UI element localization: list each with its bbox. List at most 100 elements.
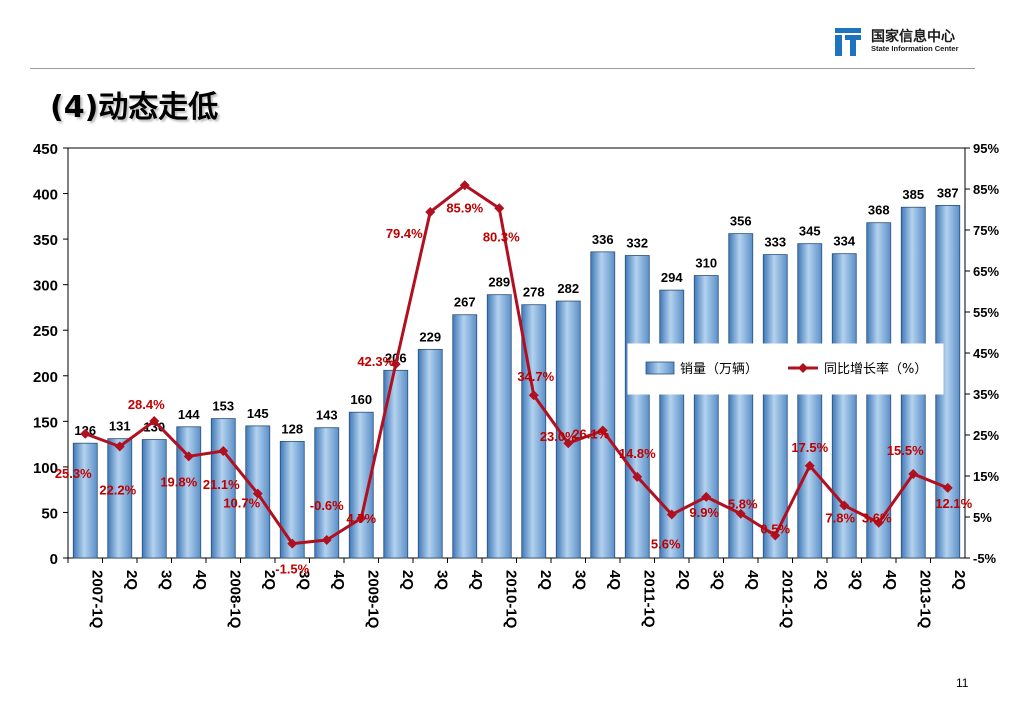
x-axis-tick-label: 3Q: [847, 570, 864, 590]
growth-rate-label: 23.0%: [540, 429, 577, 444]
x-axis-tick-label: 2013-1Q: [916, 570, 933, 629]
bar: [279, 440, 305, 559]
x-axis-tick-label: 4Q: [468, 570, 485, 590]
bar: [107, 438, 133, 559]
bar-value-label: 294: [661, 270, 683, 285]
left-axis-tick-label: 0: [50, 551, 58, 568]
growth-rate-marker: [183, 451, 194, 462]
growth-rate-label: 9.9%: [689, 505, 719, 520]
x-axis-tick-label: 2Q: [813, 570, 830, 590]
x-axis-tick-label: 2Q: [123, 570, 140, 590]
right-axis-tick-label: 75%: [973, 223, 999, 238]
growth-rate-marker: [494, 203, 505, 214]
x-axis-tick-label: 4Q: [192, 570, 209, 590]
bar-value-label: 131: [109, 419, 131, 434]
bar-value-label: 229: [419, 329, 441, 344]
bar-value-label: 368: [868, 203, 890, 218]
left-axis-tick-label: 400: [33, 187, 58, 204]
right-axis-tick-label: 25%: [973, 428, 999, 443]
x-axis-tick-label: 3Q: [571, 570, 588, 590]
left-axis-tick-label: 350: [33, 232, 58, 249]
right-axis-tick-label: -5%: [973, 551, 997, 566]
growth-rate-label: 0.5%: [760, 521, 790, 536]
bar: [417, 348, 443, 559]
growth-rate-label: 28.4%: [128, 397, 165, 412]
left-axis-tick-label: 300: [33, 278, 58, 295]
right-axis-tick-label: 15%: [973, 469, 999, 484]
x-axis-tick-label: 3Q: [295, 570, 312, 590]
growth-rate-label: 12.1%: [935, 496, 972, 511]
growth-rate-label: 25.3%: [55, 466, 92, 481]
growth-rate-marker: [218, 445, 229, 456]
left-axis-tick-label: 250: [33, 323, 58, 340]
growth-rate-marker: [528, 390, 539, 401]
growth-rate-marker: [839, 500, 850, 511]
growth-rate-marker: [321, 534, 332, 545]
x-axis-tick-label: 2Q: [537, 570, 554, 590]
bar-value-label: 128: [281, 421, 303, 436]
growth-rate-label: 85.9%: [446, 200, 483, 215]
bar-value-label: 332: [626, 236, 648, 251]
growth-rate-marker: [252, 488, 263, 499]
right-axis-tick-label: 45%: [973, 346, 999, 361]
growth-rate-label: -0.6%: [310, 498, 344, 513]
right-axis-tick-label: 5%: [973, 510, 992, 525]
logo-text-en: State Information Center: [871, 44, 959, 53]
right-axis-tick-label: 95%: [973, 141, 999, 156]
bar: [452, 314, 478, 559]
state-information-center-logo: 国家信息中心 State Information Center: [835, 26, 985, 60]
right-axis-tick-label: 85%: [973, 182, 999, 197]
x-axis-tick-label: 2Q: [951, 570, 968, 590]
x-axis-tick-label: 3Q: [709, 570, 726, 590]
growth-rate-marker: [356, 513, 367, 524]
growth-rate-label: 15.5%: [887, 443, 924, 458]
bar-value-label: 356: [730, 214, 752, 229]
bar-value-label: 334: [833, 234, 855, 249]
growth-rate-line: [84, 183, 949, 546]
slide-title: (4)动态走低: [50, 90, 219, 125]
x-axis-tick-label: 4Q: [744, 570, 761, 590]
bar: [486, 294, 512, 559]
right-axis-tick-label: 35%: [973, 387, 999, 402]
x-axis-tick-label: 4Q: [606, 570, 623, 590]
growth-rate-label: 17.5%: [791, 440, 828, 455]
growth-rate-label: 19.8%: [160, 474, 197, 489]
left-axis-tick-label: 50: [41, 505, 58, 522]
legend-line-marker: [798, 363, 808, 373]
bar: [693, 275, 719, 559]
bar-value-label: 144: [178, 407, 200, 422]
x-axis-tick-label: 2Q: [399, 570, 416, 590]
left-axis-tick-label: 100: [33, 460, 58, 477]
bar-value-label: 387: [937, 185, 959, 200]
sic-logo-icon: [835, 28, 861, 56]
left-axis-tick-label: 150: [33, 414, 58, 431]
x-axis-tick-label: 2010-1Q: [502, 570, 519, 629]
growth-rate-label: 34.7%: [517, 369, 554, 384]
right-axis-tick-label: 65%: [973, 264, 999, 279]
growth-rate-label: 5.8%: [728, 497, 758, 512]
bar-value-label: 333: [764, 235, 786, 250]
bar: [590, 251, 616, 559]
growth-rate-label: 4.7%: [346, 511, 376, 526]
growth-rate-label: 21.1%: [203, 477, 240, 492]
growth-rate-marker: [287, 538, 298, 549]
bar: [72, 442, 98, 559]
x-axis-tick-label: 4Q: [882, 570, 899, 590]
growth-rate-label: 42.3%: [357, 354, 394, 369]
growth-rate-label: 22.2%: [99, 482, 136, 497]
bar-value-label: 282: [557, 281, 579, 296]
growth-rate-label: 7.8%: [825, 511, 855, 526]
bar-value-label: 160: [350, 392, 372, 407]
bar: [728, 233, 754, 559]
growth-rate-marker: [80, 428, 91, 439]
growth-rate-marker: [459, 180, 470, 191]
left-axis-tick-label: 200: [33, 369, 58, 386]
bar: [797, 243, 823, 559]
bar-value-label: 145: [247, 406, 269, 421]
bar-value-label: 278: [523, 285, 545, 300]
growth-rate-marker: [390, 359, 401, 370]
growth-rate-marker: [908, 468, 919, 479]
right-axis-tick-label: 55%: [973, 305, 999, 320]
x-axis-tick-label: 2Q: [261, 570, 278, 590]
